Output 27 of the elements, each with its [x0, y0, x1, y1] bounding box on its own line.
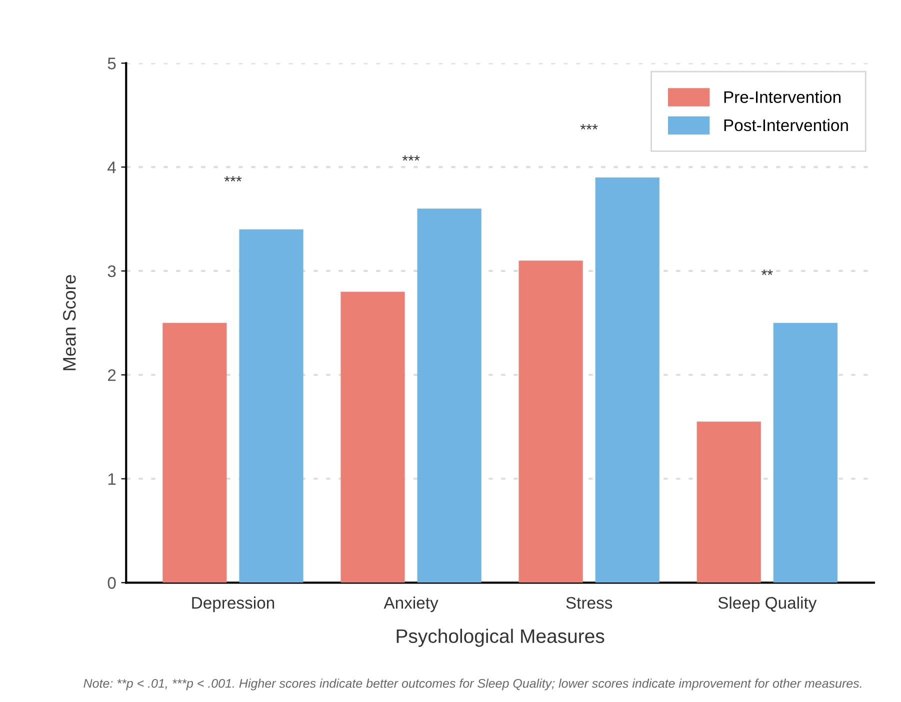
annotation: ***: [224, 176, 242, 182]
bar: [239, 229, 304, 583]
y-tick-label: 4: [108, 162, 116, 174]
y-tick-label: 3: [108, 265, 116, 278]
x-tick-label: Stress: [566, 596, 612, 609]
legend-label: Pre-Intervention: [724, 90, 840, 104]
x-tick-label: Anxiety: [384, 596, 438, 612]
bar: [417, 208, 482, 583]
x-axis-title: Psychological Measures: [396, 628, 604, 647]
y-axis-title: Mean Score: [63, 275, 76, 370]
y-tick-label: 2: [108, 369, 116, 381]
bar: [518, 260, 583, 583]
bar: [773, 322, 838, 583]
annotation: ***: [580, 124, 598, 130]
legend-label: Post-Intervention: [724, 118, 848, 132]
x-tick-label: Sleep Quality: [718, 596, 817, 612]
y-tick-label: 5: [108, 58, 116, 70]
y-tick-label: 1: [108, 473, 116, 485]
bar: [595, 177, 660, 583]
bar: [696, 422, 761, 583]
bar: [340, 292, 405, 583]
y-tick-label: 0: [108, 577, 116, 589]
annotation: **: [761, 270, 773, 275]
text: Note: **p < .01, ***p < .001. Higher scores indicate better outcomes for Sleep Quality; lower scores indicate improvement for other measures.: [84, 678, 862, 690]
bar: [162, 322, 227, 583]
annotation: ***: [402, 155, 420, 161]
x-tick-label: Depression: [192, 596, 274, 612]
